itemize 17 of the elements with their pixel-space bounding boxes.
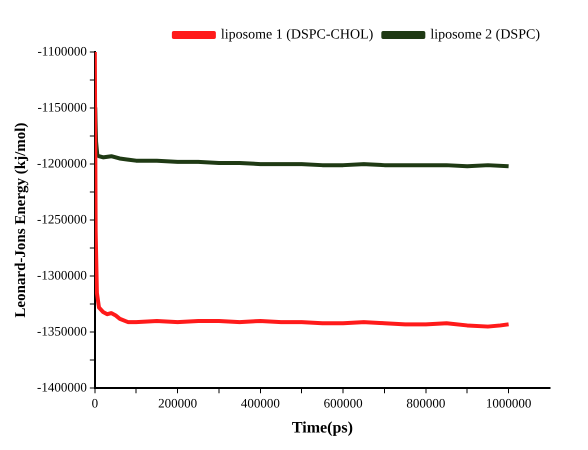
x-tick-label: 800000 [406,395,446,410]
y-axis-title: Leonard-Jons Energy (kj/mol) [12,122,29,318]
y-tick-label: -1350000 [36,324,87,339]
y-tick-label: -1200000 [36,155,87,170]
y-tick-label: -1250000 [36,212,87,227]
x-tick-label: 600000 [324,395,363,410]
x-axis-title: Time(ps) [292,420,353,437]
x-tick-label: 400000 [240,395,280,410]
legend-label: liposome 1 (DSPC-CHOL) [220,28,374,43]
x-tick-label: 1000000 [486,395,532,410]
y-tick-label: -1150000 [37,99,87,114]
x-tick-label: 200000 [158,395,198,410]
y-tick-label: -1300000 [36,268,87,283]
y-tick-label: -1400000 [36,380,87,395]
x-tick-label: 0 [92,395,98,410]
legend-label: liposome 2 (DSPC) [430,28,540,43]
y-tick-label: -1100000 [37,43,87,58]
